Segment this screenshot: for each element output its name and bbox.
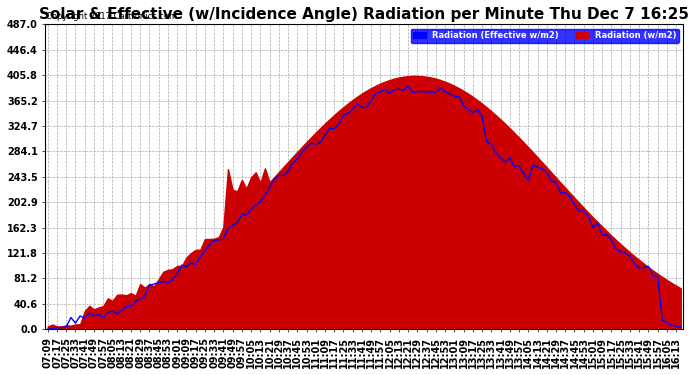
Text: Copyright 2017 Cartronics.com: Copyright 2017 Cartronics.com	[46, 12, 177, 21]
Title: Solar & Effective (w/Incidence Angle) Radiation per Minute Thu Dec 7 16:25: Solar & Effective (w/Incidence Angle) Ra…	[39, 7, 689, 22]
Legend: Radiation (Effective w/m2), Radiation (w/m2): Radiation (Effective w/m2), Radiation (w…	[411, 28, 679, 43]
